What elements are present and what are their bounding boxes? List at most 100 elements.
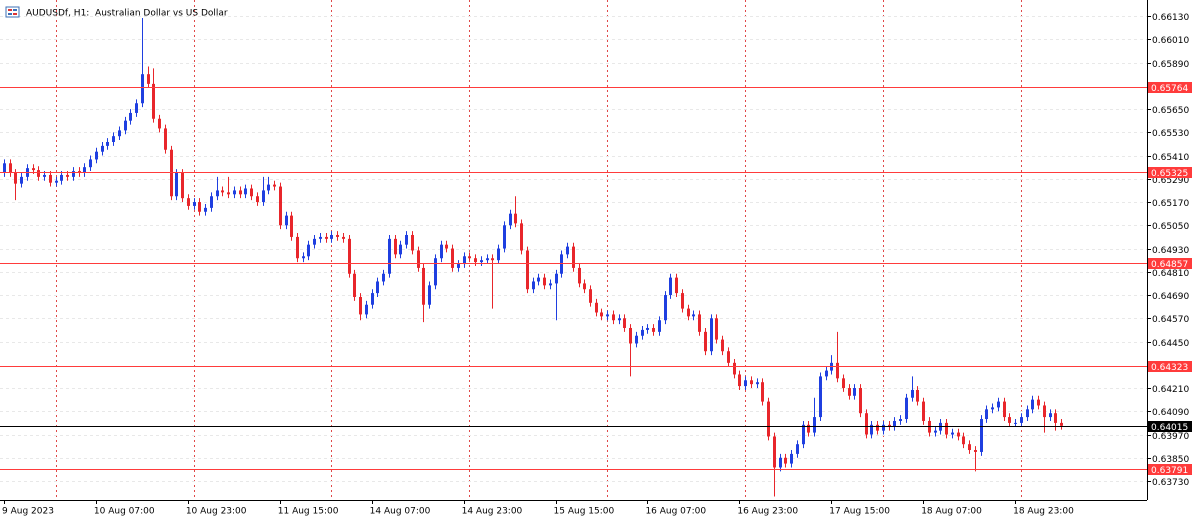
candle-body xyxy=(394,238,397,255)
candle-body xyxy=(101,145,104,152)
candle-body xyxy=(480,260,483,263)
y-tick-label: 0.65170 xyxy=(1152,199,1189,209)
candle-body xyxy=(652,327,655,332)
candle-body xyxy=(319,236,322,239)
candle-body xyxy=(32,168,35,171)
candle-body xyxy=(451,248,454,268)
candle-body xyxy=(382,273,385,282)
y-tick-label: 0.64210 xyxy=(1152,385,1189,395)
y-tick-label: 0.63730 xyxy=(1152,478,1189,488)
candle-body xyxy=(129,112,132,121)
candle-body xyxy=(43,174,46,177)
candle-body xyxy=(945,422,948,435)
candle-body xyxy=(20,176,23,184)
y-tick-label: 0.64570 xyxy=(1152,315,1189,325)
candle-body xyxy=(124,120,127,131)
candle-body xyxy=(399,244,402,255)
candle-body xyxy=(49,174,52,183)
candle-body xyxy=(256,196,259,203)
candle-body xyxy=(578,267,581,284)
x-tick-label: 16 Aug 07:00 xyxy=(645,507,706,517)
candle-body xyxy=(968,444,971,451)
level-label: 0.65764 xyxy=(1151,84,1188,94)
candle-body xyxy=(135,103,138,113)
y-tick-label: 0.63850 xyxy=(1152,455,1189,465)
candle-body xyxy=(750,380,753,385)
candle-body xyxy=(532,281,535,290)
x-tick-label: 14 Aug 23:00 xyxy=(462,507,523,517)
candle-body xyxy=(669,277,672,296)
candle-body xyxy=(698,314,701,332)
candle-body xyxy=(486,258,489,261)
candle-body xyxy=(802,424,805,445)
candle-body xyxy=(779,457,782,468)
candle-body xyxy=(681,293,684,309)
candle-body xyxy=(888,424,891,427)
candle-body xyxy=(262,190,265,203)
candle-body xyxy=(658,320,661,332)
candle-body xyxy=(922,401,925,421)
candle-body xyxy=(503,225,506,249)
candle-body xyxy=(388,238,391,274)
candle-body xyxy=(1008,417,1011,423)
price-label: 0.64015 xyxy=(1151,423,1188,433)
plot xyxy=(0,0,1147,500)
candle-body xyxy=(715,318,718,340)
level-label: 0.65325 xyxy=(1151,169,1188,179)
candle-body xyxy=(848,388,851,396)
candle-body xyxy=(152,83,155,119)
candle-body xyxy=(1037,399,1040,406)
candle-body xyxy=(221,190,224,193)
candle-body xyxy=(164,128,167,150)
candle-body xyxy=(474,258,477,263)
candle-body xyxy=(175,172,178,197)
candle-body xyxy=(14,172,17,184)
x-tick-label: 11 Aug 15:00 xyxy=(278,507,339,517)
candle-body xyxy=(106,141,109,146)
candle-body xyxy=(761,382,764,402)
y-tick-label: 0.65890 xyxy=(1152,60,1189,70)
candle-body xyxy=(359,296,362,315)
chart-title: AUDUSDf, H1: Australian Dollar vs US Dol… xyxy=(26,9,228,19)
candle-body xyxy=(842,378,845,389)
candle-body xyxy=(112,136,115,142)
candle-body xyxy=(985,409,988,420)
candle-body xyxy=(158,118,161,129)
candle-body xyxy=(250,188,253,197)
candle-body xyxy=(807,424,810,433)
candle-body xyxy=(543,277,546,286)
candle-body xyxy=(836,362,839,379)
candle-body xyxy=(905,397,908,420)
y-tick-label: 0.65410 xyxy=(1152,153,1189,163)
y-tick-label: 0.64450 xyxy=(1152,339,1189,349)
candle-body xyxy=(520,223,523,251)
level-label-box xyxy=(1148,82,1192,93)
y-tick-label: 0.66010 xyxy=(1152,36,1189,46)
candle-body xyxy=(744,380,747,387)
candle-body xyxy=(445,244,448,249)
candle-body xyxy=(422,267,425,305)
candle-body xyxy=(1043,405,1046,418)
candle-body xyxy=(227,192,230,195)
candle-body xyxy=(911,389,914,398)
candle-body xyxy=(198,202,201,212)
candle-body xyxy=(9,163,12,173)
candle-body xyxy=(756,382,759,385)
candle-body xyxy=(951,432,954,435)
level-label-box xyxy=(1148,464,1192,475)
candle-body xyxy=(353,273,356,297)
candle-body xyxy=(727,351,730,363)
candle-body xyxy=(870,424,873,435)
x-tick-label: 10 Aug 07:00 xyxy=(94,507,155,517)
candle-body xyxy=(348,238,351,274)
candle-body xyxy=(411,234,414,251)
candle-body xyxy=(290,215,293,237)
candle-body xyxy=(1049,413,1052,418)
x-tick-label: 15 Aug 15:00 xyxy=(554,507,615,517)
candle-body xyxy=(773,436,776,468)
candle-body xyxy=(60,174,63,181)
candle-body xyxy=(687,308,690,317)
candle-body xyxy=(313,238,316,245)
candle-body xyxy=(813,417,816,433)
